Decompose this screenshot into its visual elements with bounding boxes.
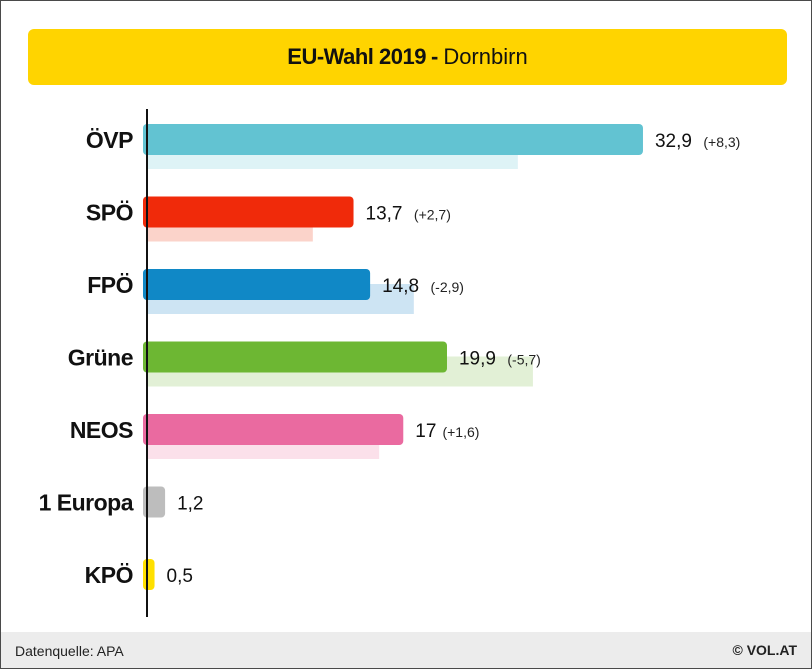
change-label: (+2,7) bbox=[414, 207, 451, 223]
category-label: 1 Europa bbox=[39, 490, 134, 516]
change-label: (-2,9) bbox=[431, 279, 464, 295]
value-label: 32,9 bbox=[655, 131, 692, 152]
bar bbox=[143, 414, 404, 445]
value-label: 19,9 bbox=[459, 349, 496, 370]
value-label: 1,2 bbox=[177, 494, 203, 515]
title-bar: EU-Wahl 2019 - Dornbirn bbox=[28, 29, 787, 85]
bar bbox=[143, 341, 447, 373]
chart-subtitle: Dornbirn bbox=[443, 44, 528, 69]
bar bbox=[143, 559, 155, 590]
chart-title: EU-Wahl 2019 bbox=[287, 44, 426, 69]
data-source: Datenquelle: APA bbox=[15, 643, 124, 659]
bar bbox=[143, 486, 166, 518]
bar bbox=[143, 124, 643, 155]
category-label: Grüne bbox=[68, 345, 133, 371]
category-label: ÖVP bbox=[86, 127, 133, 153]
change-label: (+1,6) bbox=[442, 424, 479, 440]
copyright: © VOL.AT bbox=[732, 642, 798, 658]
change-label: (+8,3) bbox=[703, 134, 740, 150]
value-label: 17 bbox=[415, 421, 436, 442]
change-label: (-5,7) bbox=[507, 352, 540, 368]
value-label: 14,8 bbox=[382, 276, 419, 297]
title-separator: - bbox=[430, 44, 439, 69]
category-label: NEOS bbox=[70, 417, 133, 443]
bar bbox=[143, 269, 371, 300]
bar-chart: ÖVP 32,9 (+8,3) SPÖ 13,7 (+2,7) FPÖ 14,8 (-2,9) G… bbox=[39, 109, 740, 617]
value-label: 0,5 bbox=[167, 566, 193, 587]
category-label: SPÖ bbox=[86, 200, 133, 226]
value-label: 13,7 bbox=[366, 204, 403, 225]
category-label: KPÖ bbox=[85, 562, 133, 588]
footer: Datenquelle: APA © VOL.AT bbox=[1, 632, 811, 668]
bar bbox=[143, 196, 354, 228]
category-label: FPÖ bbox=[87, 272, 133, 298]
